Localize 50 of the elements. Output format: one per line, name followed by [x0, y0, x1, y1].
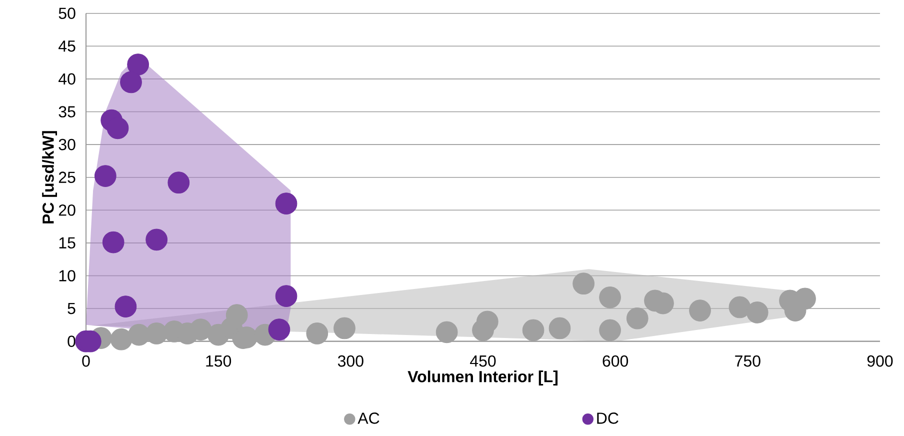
y-tick-label: 10	[59, 270, 76, 282]
point	[190, 318, 212, 340]
x-tick-label: 750	[735, 355, 760, 367]
point	[146, 228, 168, 251]
point	[275, 192, 298, 215]
point	[168, 172, 190, 194]
point	[114, 296, 137, 318]
point	[106, 117, 129, 140]
point	[94, 165, 116, 187]
point	[128, 324, 150, 346]
y-tick-label: 30	[58, 138, 76, 150]
y-axis-title: PC [usd/kW]	[42, 131, 58, 224]
y-tick-label: 40	[58, 73, 76, 85]
point	[110, 328, 132, 350]
point	[146, 322, 168, 344]
point	[436, 321, 458, 344]
point	[746, 302, 768, 324]
point	[599, 319, 621, 342]
x-axis-title: Volumen Interior [L]	[408, 370, 558, 386]
y-tick-label: 5	[68, 302, 76, 314]
point	[728, 296, 751, 318]
point	[268, 318, 290, 340]
point	[127, 54, 149, 76]
x-tick-label: 600	[602, 355, 628, 367]
x-tick-label: 0	[82, 355, 90, 367]
point	[306, 322, 328, 344]
point	[102, 231, 124, 254]
y-tick-label: 50	[58, 8, 76, 19]
x-tick-label: 300	[338, 355, 364, 367]
legend-label: DC	[597, 412, 618, 424]
y-tick-label: 15	[59, 237, 76, 249]
y-tick-label: 20	[58, 204, 76, 216]
x-tick-label: 450	[470, 355, 496, 367]
x-tick-label: 900	[867, 355, 893, 367]
point	[689, 300, 711, 322]
point	[626, 307, 648, 330]
point	[572, 272, 595, 295]
point	[548, 317, 571, 340]
point	[275, 285, 298, 308]
y-tick-label: 0	[68, 336, 76, 347]
point	[120, 71, 142, 94]
y-tick-label: 35	[58, 106, 76, 118]
point	[226, 304, 248, 326]
point	[599, 286, 621, 308]
x-tick-label: 150	[206, 355, 232, 367]
legend-label: AC	[358, 412, 380, 424]
point	[334, 317, 356, 340]
point	[522, 319, 544, 342]
y-tick-label: 25	[58, 172, 76, 183]
y-tick-label: 45	[58, 40, 76, 52]
